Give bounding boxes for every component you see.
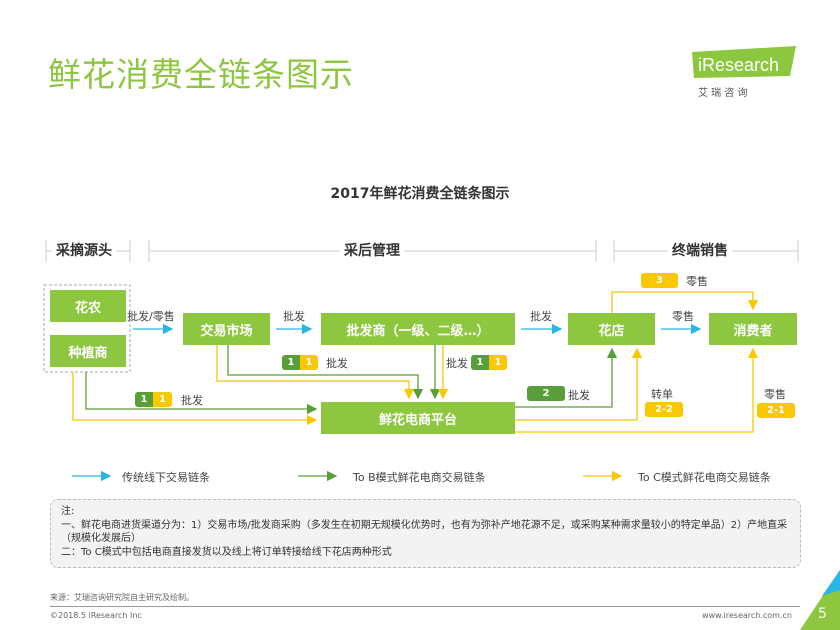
- section-source: 采摘源头: [52, 240, 116, 260]
- node-ecommerce-platform: 鲜花电商平台: [321, 402, 515, 434]
- badge-to-c-1: 1: [300, 355, 318, 370]
- source-group-box: [43, 284, 131, 373]
- label-transfer: 转单: [651, 388, 673, 401]
- diagram-title: 2017年鲜花消费全链条图示: [330, 186, 510, 202]
- note-line-1: 一、鲜花电商进货渠道分为：1）交易市场/批发商采购（多发生在初期无规模化优势时，…: [61, 519, 788, 545]
- label-wholesale: 批发: [568, 389, 590, 402]
- note-line-2: 二：To C模式中包括电商直接发货以及线上将订单转接给线下花店两种形式: [61, 546, 392, 558]
- logo-subtitle: 艾 瑞 咨 询: [698, 88, 748, 99]
- badge-to-b-1: 1: [282, 355, 300, 370]
- arrow-market-platform-c: [216, 345, 415, 400]
- arrow-platform-consumer-c: [515, 347, 759, 433]
- label-wholesale: 批发: [530, 310, 552, 323]
- badge-to-b-1: 1: [471, 355, 489, 370]
- footer-url[interactable]: www.iresearch.com.cn: [702, 611, 792, 620]
- badge-to-c-1: 1: [489, 355, 507, 370]
- node-grower: 种植商: [50, 335, 126, 367]
- node-consumer: 消费者: [709, 313, 797, 345]
- section-retail: 终端销售: [668, 240, 732, 260]
- badge-2-2: 2-2: [645, 402, 683, 417]
- label-wholesale: 批发: [181, 394, 203, 407]
- node-farmer: 花农: [50, 290, 126, 322]
- label-wholesale: 批发: [446, 357, 468, 370]
- footer-divider: [50, 606, 800, 607]
- legend-to-b: To B模式鲜花电商交易链条: [353, 471, 486, 484]
- node-market: 交易市场: [183, 313, 270, 345]
- page-number: 5: [818, 606, 827, 622]
- copyright: ©2018.5 iResearch Inc: [50, 611, 142, 620]
- label-retail: 零售: [764, 388, 786, 401]
- iresearch-logo: iResearch 艾 瑞 咨 询: [692, 44, 800, 99]
- note-box: 注: 一、鲜花电商进货渠道分为：1）交易市场/批发商采购（多发生在初期无规模化优…: [50, 499, 801, 568]
- arrow-shop-consumer-c: [611, 291, 759, 313]
- label-wholesale: 批发: [283, 310, 305, 323]
- section-post-harvest: 采后管理: [340, 240, 404, 260]
- node-flower-shop: 花店: [568, 313, 655, 345]
- label-wholesale-retail: 批发/零售: [127, 310, 175, 323]
- badge-to-b-1: 1: [135, 392, 153, 407]
- badge-2-1: 2-1: [757, 403, 795, 418]
- badge-3: 3: [641, 273, 678, 288]
- source-note: 来源：艾瑞咨询研究院自主研究及绘制。: [50, 593, 194, 602]
- arrow-grower-platform-b: [85, 372, 318, 415]
- label-wholesale: 批发: [326, 357, 348, 370]
- arrow-market-platform-b: [227, 345, 424, 400]
- corner-triangle-icon: [800, 570, 840, 630]
- label-retail: 零售: [672, 310, 694, 323]
- note-heading: 注:: [61, 506, 75, 517]
- badge-2: 2: [527, 386, 565, 401]
- arrow-grower-platform-c: [72, 372, 318, 426]
- legend-to-c: To C模式鲜花电商交易链条: [638, 471, 771, 484]
- label-retail: 零售: [686, 275, 708, 288]
- badge-to-c-1: 1: [153, 392, 172, 407]
- legend-traditional: 传统线下交易链条: [122, 471, 210, 484]
- page-title: 鲜花消费全链条图示: [48, 55, 354, 94]
- logo-mark-icon: iResearch: [692, 46, 796, 78]
- arrow-platform-shop-b: [515, 347, 618, 408]
- node-wholesaler: 批发商（一级、二级…）: [321, 313, 515, 345]
- arrow-platform-shop-c: [515, 347, 643, 421]
- logo-text: iResearch: [698, 55, 779, 75]
